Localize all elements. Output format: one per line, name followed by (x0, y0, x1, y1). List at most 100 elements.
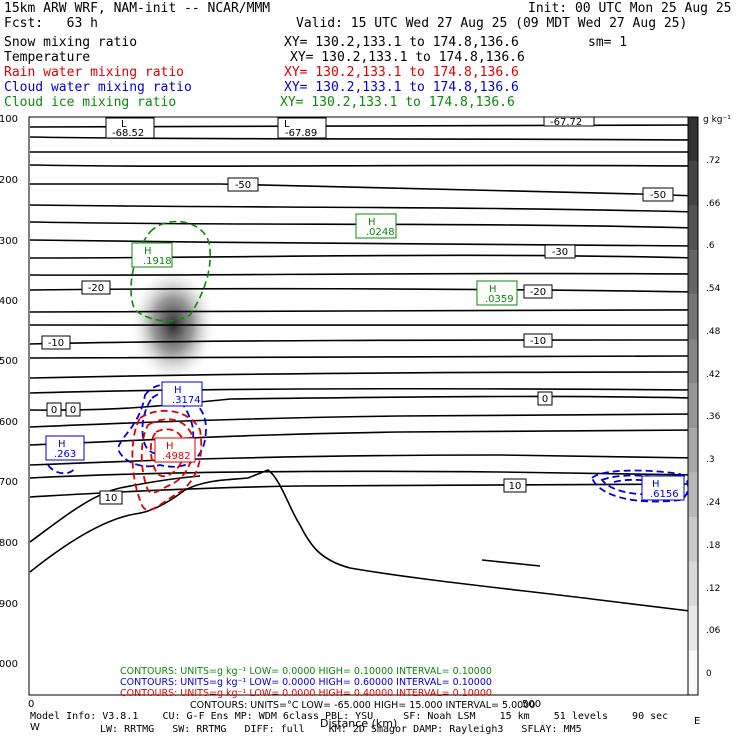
cloud-ice-max-1: H .1918 (131, 242, 173, 268)
rain-water-contours (131, 409, 203, 511)
svg-text:-10: -10 (530, 336, 546, 347)
svg-text:.263: .263 (54, 449, 76, 460)
temperature-labels: -50 -50 -30 -20 -20 -10 -10 0 0 0 10 10 (41, 177, 674, 505)
isotherm (29, 413, 699, 428)
colorbar-step (688, 650, 698, 695)
svg-text:L: L (284, 119, 290, 130)
svg-text:H: H (144, 246, 152, 257)
svg-text:-67.89: -67.89 (285, 128, 317, 139)
temperature-isotherms (29, 124, 699, 613)
colorbar-step (688, 294, 698, 340)
y-tick: 900 (0, 599, 18, 610)
valid-time: Valid: 15 UTC Wed 27 Aug 25 (09 MDT Wed … (296, 16, 688, 31)
svg-text:H: H (368, 217, 376, 228)
field-xy-temperature: XY= 130.2,133.1 to 174.8,136.6 (290, 50, 525, 65)
minimum-marker-2: L -67.89 (277, 117, 327, 139)
colorbar-step (688, 339, 698, 384)
isotherm (29, 272, 699, 276)
svg-text:-50: -50 (650, 190, 666, 201)
colorbar-tick: .72 (706, 156, 720, 166)
isotherm (29, 204, 699, 213)
colorbar-step (688, 428, 698, 473)
svg-text:10: 10 (509, 481, 522, 492)
plot-frame (28, 116, 699, 696)
cloud-water-max-1: H .3174 (161, 381, 203, 407)
isotherm (29, 308, 699, 313)
colorbar-step (688, 561, 698, 607)
y-axis-labels: 100 200 300 400 500 600 700 800 900 1000 (0, 114, 18, 670)
isotherm (29, 355, 699, 359)
isotherm (29, 470, 699, 479)
contour-info-rain: CONTOURS: UNITS=g kg⁻¹ LOW= 0.0000 HIGH=… (120, 688, 492, 699)
svg-text:H: H (174, 385, 182, 396)
model-info-line2: LW: RRTMG SW: RRTMG DIFF: full KM: 2D Sm… (100, 724, 582, 735)
terrain-isotherm (481, 559, 541, 567)
cloud-ice-max-3: H .0359 (476, 280, 518, 306)
field-smoothing: sm= 1 (588, 35, 628, 50)
init-time: Init: 00 UTC Mon 25 Aug 25 (528, 1, 732, 16)
svg-text:-68.52: -68.52 (112, 128, 144, 139)
y-tick: 100 (0, 114, 18, 125)
terrain-isotherm (29, 475, 201, 543)
field-name-temperature: Temperature (4, 50, 91, 65)
minimum-marker-1: L -68.52 (105, 117, 155, 139)
x-end-east: E (694, 716, 700, 727)
svg-text:H: H (489, 284, 497, 295)
colorbar-tick: .42 (706, 370, 720, 380)
colorbar-step (688, 383, 698, 429)
field-xy-cloud-ice: XY= 130.2,133.1 to 174.8,136.6 (280, 95, 515, 110)
svg-text:0: 0 (542, 394, 548, 405)
svg-text:-10: -10 (48, 338, 64, 349)
svg-text:-20: -20 (88, 283, 104, 294)
temp-label-zero-c: 0 (537, 391, 553, 406)
y-tick: 1000 (0, 659, 18, 670)
colorbar-unit: g kg⁻¹ (703, 115, 731, 125)
isotherm (29, 324, 699, 327)
x-tick: 0 (28, 699, 34, 710)
contour-info: CONTOURS: UNITS=g kg⁻¹ LOW= 0.0000 HIGH=… (120, 666, 535, 711)
colorbar-tick: .48 (706, 327, 721, 337)
colorbar-tick: .66 (706, 199, 721, 209)
temp-label-10-b: 10 (503, 478, 527, 493)
isotherm (29, 387, 699, 394)
colorbar-labels: g kg⁻¹ 0 .06 .12 .18 .24 .3 .36 .42 .48 … (703, 115, 731, 679)
colorbar-tick: .3 (706, 455, 715, 465)
y-tick: 800 (0, 538, 18, 549)
isotherm (29, 454, 699, 466)
isotherm (29, 339, 699, 345)
contour-info-temperature: CONTOURS: UNITS=°C LOW= -65.000 HIGH= 15… (190, 700, 535, 711)
svg-text:-20: -20 (530, 287, 546, 298)
temp-label-minus20-b: -20 (523, 284, 553, 299)
svg-text:.0248: .0248 (366, 227, 395, 238)
field-name-cloud-water: Cloud water mixing ratio (4, 80, 192, 95)
minimum-marker-3: -67.72 (543, 116, 595, 128)
isotherm (29, 429, 699, 446)
colorbar-step (688, 117, 698, 162)
isotherm (29, 164, 699, 167)
temp-label-minus30: -30 (544, 244, 576, 259)
forecast-hour: Fcst: 63 h (4, 16, 98, 31)
colorbar-step (688, 250, 698, 295)
field-xy-cloud-water: XY= 130.2,133.1 to 174.8,136.6 (284, 80, 519, 95)
colorbar-tick: .06 (706, 626, 721, 636)
temp-label-zero-a: 0 (46, 402, 62, 417)
x-axis: 0 500 Distance (km) W E (28, 699, 700, 733)
isotherm (29, 254, 699, 259)
x-end-west: W (30, 722, 40, 733)
field-xy-rain: XY= 130.2,133.1 to 174.8,136.6 (284, 65, 519, 80)
y-tick: 600 (0, 417, 18, 428)
colorbar-tick: .18 (706, 541, 721, 551)
model-info-line1: Model Info: V3.8.1 CU: G-F Ens MP: WDM 6… (30, 711, 669, 722)
colorbar-tick: .36 (706, 412, 721, 422)
colorbar (687, 116, 699, 696)
svg-text:10: 10 (105, 493, 118, 504)
colorbar-tick: .54 (706, 284, 721, 294)
svg-text:-50: -50 (235, 180, 251, 191)
isotherm (29, 136, 699, 141)
svg-text:H: H (166, 441, 174, 452)
colorbar-tick: .6 (706, 241, 715, 251)
colorbar-step (688, 517, 698, 562)
field-name-snow: Snow mixing ratio (4, 35, 138, 50)
svg-text:0: 0 (51, 405, 57, 416)
field-name-rain: Rain water mixing ratio (4, 65, 185, 80)
